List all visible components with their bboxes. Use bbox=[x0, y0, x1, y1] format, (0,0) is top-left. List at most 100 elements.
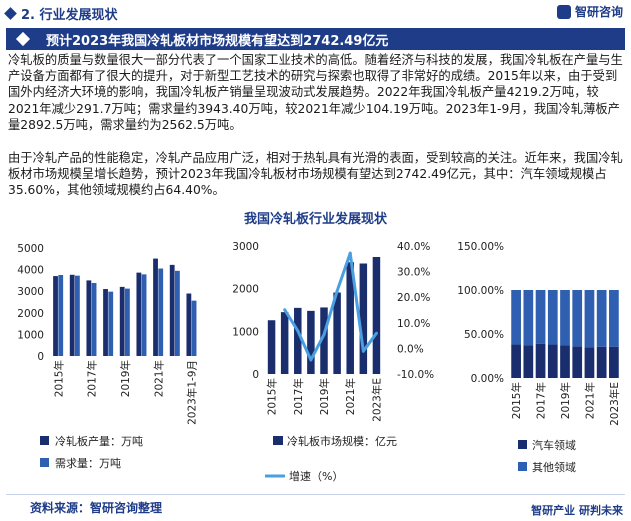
bar-auto-share bbox=[523, 345, 534, 378]
bar-demand bbox=[108, 291, 114, 356]
bar-other-share bbox=[584, 290, 595, 348]
y-tick-label: 5000 bbox=[17, 243, 44, 255]
growth-point bbox=[283, 308, 287, 312]
x-tick-label: 2017年 bbox=[292, 378, 305, 415]
bar-market-size bbox=[267, 320, 276, 374]
bar-market-size bbox=[307, 310, 315, 374]
bar-demand bbox=[125, 288, 130, 356]
y-tick-label: 150.00% bbox=[457, 241, 504, 253]
x-tick-label: 2015年 bbox=[52, 360, 65, 397]
growth-point bbox=[335, 289, 339, 293]
bar-other-share bbox=[572, 290, 583, 347]
brand-logo-icon bbox=[556, 4, 571, 19]
bar-production bbox=[86, 280, 92, 356]
x-tick-label: 2017年 bbox=[535, 382, 548, 419]
legend-swatch bbox=[518, 462, 527, 471]
bar-demand bbox=[75, 275, 80, 356]
legend-label: 冷轧板市场规模：亿元 bbox=[287, 434, 397, 448]
legend-swatch bbox=[518, 440, 527, 449]
y2-tick-label: 30.0% bbox=[397, 267, 430, 279]
paragraph-production: 冷轧板的质量与数量很大一部分代表了一个国家工业技术的高低。随着经济与科技的发展，… bbox=[8, 53, 623, 132]
x-tick-label: 2017年 bbox=[86, 360, 99, 397]
legend-label: 需求量：万吨 bbox=[55, 457, 121, 470]
x-tick-label: 2019年 bbox=[559, 382, 572, 419]
bar-auto-share bbox=[535, 343, 546, 378]
growth-point bbox=[309, 358, 313, 362]
bar-demand bbox=[191, 300, 197, 356]
bar-demand bbox=[175, 270, 180, 356]
bar-auto-share bbox=[596, 346, 607, 378]
bar-auto-share bbox=[547, 344, 558, 378]
bar-production bbox=[53, 276, 58, 356]
y-tick-label: 0 bbox=[37, 351, 44, 363]
y2-tick-label: 20.0% bbox=[397, 292, 430, 304]
growth-point bbox=[374, 331, 378, 335]
bar-market-size bbox=[280, 312, 289, 374]
bar-production bbox=[103, 289, 108, 356]
x-tick-label: 2023年E bbox=[608, 382, 621, 426]
bar-market-size bbox=[346, 262, 354, 374]
footer: 资料来源：智研咨询整理 智研产业 研判未来 bbox=[0, 494, 631, 521]
y-tick-label: 4000 bbox=[17, 265, 44, 277]
x-tick-label: 2019年 bbox=[318, 378, 331, 415]
section-title: 2. 行业发展现状 bbox=[21, 7, 118, 23]
legend-label: 汽车领域 bbox=[532, 438, 576, 452]
y2-tick-label: -10.0% bbox=[397, 369, 434, 381]
bar-demand bbox=[91, 282, 97, 356]
section-header: 2. 行业发展现状 bbox=[4, 4, 118, 23]
bar-market-size bbox=[372, 256, 381, 374]
market-size-chart: 0 1000 2000 3000 -10.0% 0.0% 10.0% 20.0% 30.0% 40… bbox=[232, 241, 434, 483]
bar-production bbox=[169, 264, 175, 356]
y-tick-label: 2000 bbox=[232, 284, 259, 296]
x-tick-label: 2019年 bbox=[119, 360, 132, 397]
y-tick-label: 3000 bbox=[17, 286, 44, 298]
x-tick-label: 2023年1-9月 bbox=[186, 360, 199, 425]
bar-production bbox=[136, 272, 142, 356]
bar-market-size bbox=[333, 292, 341, 374]
footer-slogan: 智研产业 研判未来 bbox=[531, 504, 623, 517]
x-tick-label: 2021年 bbox=[152, 360, 165, 397]
bar-production bbox=[186, 293, 192, 356]
x-tick-label: 2021年 bbox=[344, 378, 357, 415]
banner-marker-icon bbox=[15, 31, 31, 47]
y2-tick-label: 0.0% bbox=[397, 343, 424, 355]
bar-auto-share bbox=[609, 346, 619, 378]
production-demand-chart: 0 1000 2000 3000 4000 5000 2015年 2017年 2019年 2021… bbox=[17, 243, 199, 470]
footer-divider bbox=[6, 494, 625, 495]
legend-label: 冷轧板产量：万吨 bbox=[55, 434, 143, 448]
bar-demand bbox=[158, 268, 164, 356]
bar-other-share bbox=[511, 290, 521, 345]
bar-auto-share bbox=[584, 347, 595, 378]
bar-auto-share bbox=[572, 346, 583, 378]
legend-swatch bbox=[40, 458, 49, 467]
legend-swatch bbox=[273, 436, 283, 445]
paragraph-market: 由于冷轧产品的性能稳定，冷轧产品应用广泛，相对于热轧具有光滑的表面，受到较高的关… bbox=[8, 151, 623, 198]
growth-point bbox=[361, 349, 365, 353]
growth-point bbox=[348, 251, 352, 255]
segment-share-chart: 0.00% 50.00% 100.00% 150.00% 2015年 2017年 2019年… bbox=[457, 241, 621, 474]
charts-title: 我国冷轧板行业发展现状 bbox=[243, 212, 387, 227]
bar-market-size bbox=[320, 307, 328, 374]
legend-swatch bbox=[40, 436, 49, 445]
bar-other-share bbox=[596, 290, 607, 347]
bar-demand bbox=[141, 274, 147, 356]
growth-point bbox=[322, 333, 326, 337]
source-note: 资料来源：智研咨询整理 bbox=[30, 501, 163, 515]
y-tick-label: 0.00% bbox=[471, 373, 504, 385]
headline-banner: 预计2023年我国冷轧板材市场规模有望达到2742.49亿元 bbox=[6, 28, 625, 50]
growth-point bbox=[296, 329, 300, 333]
y-tick-label: 3000 bbox=[232, 241, 259, 253]
y-tick-label: 0 bbox=[252, 369, 259, 381]
top-bar: 2. 行业发展现状 智研咨询 bbox=[0, 0, 631, 26]
growth-line bbox=[283, 251, 378, 362]
bar-other-share bbox=[523, 290, 534, 346]
x-tick-label: 2021年 bbox=[583, 382, 596, 419]
brand-name: 智研咨询 bbox=[574, 5, 623, 19]
bar-production bbox=[153, 258, 158, 356]
legend-label: 增速（%） bbox=[289, 469, 343, 483]
bar-other-share bbox=[609, 290, 619, 347]
bar-other-share bbox=[560, 290, 570, 346]
brand-logo: 智研咨询 bbox=[556, 3, 623, 20]
bar-production bbox=[69, 274, 75, 356]
bar-auto-share bbox=[511, 344, 521, 378]
